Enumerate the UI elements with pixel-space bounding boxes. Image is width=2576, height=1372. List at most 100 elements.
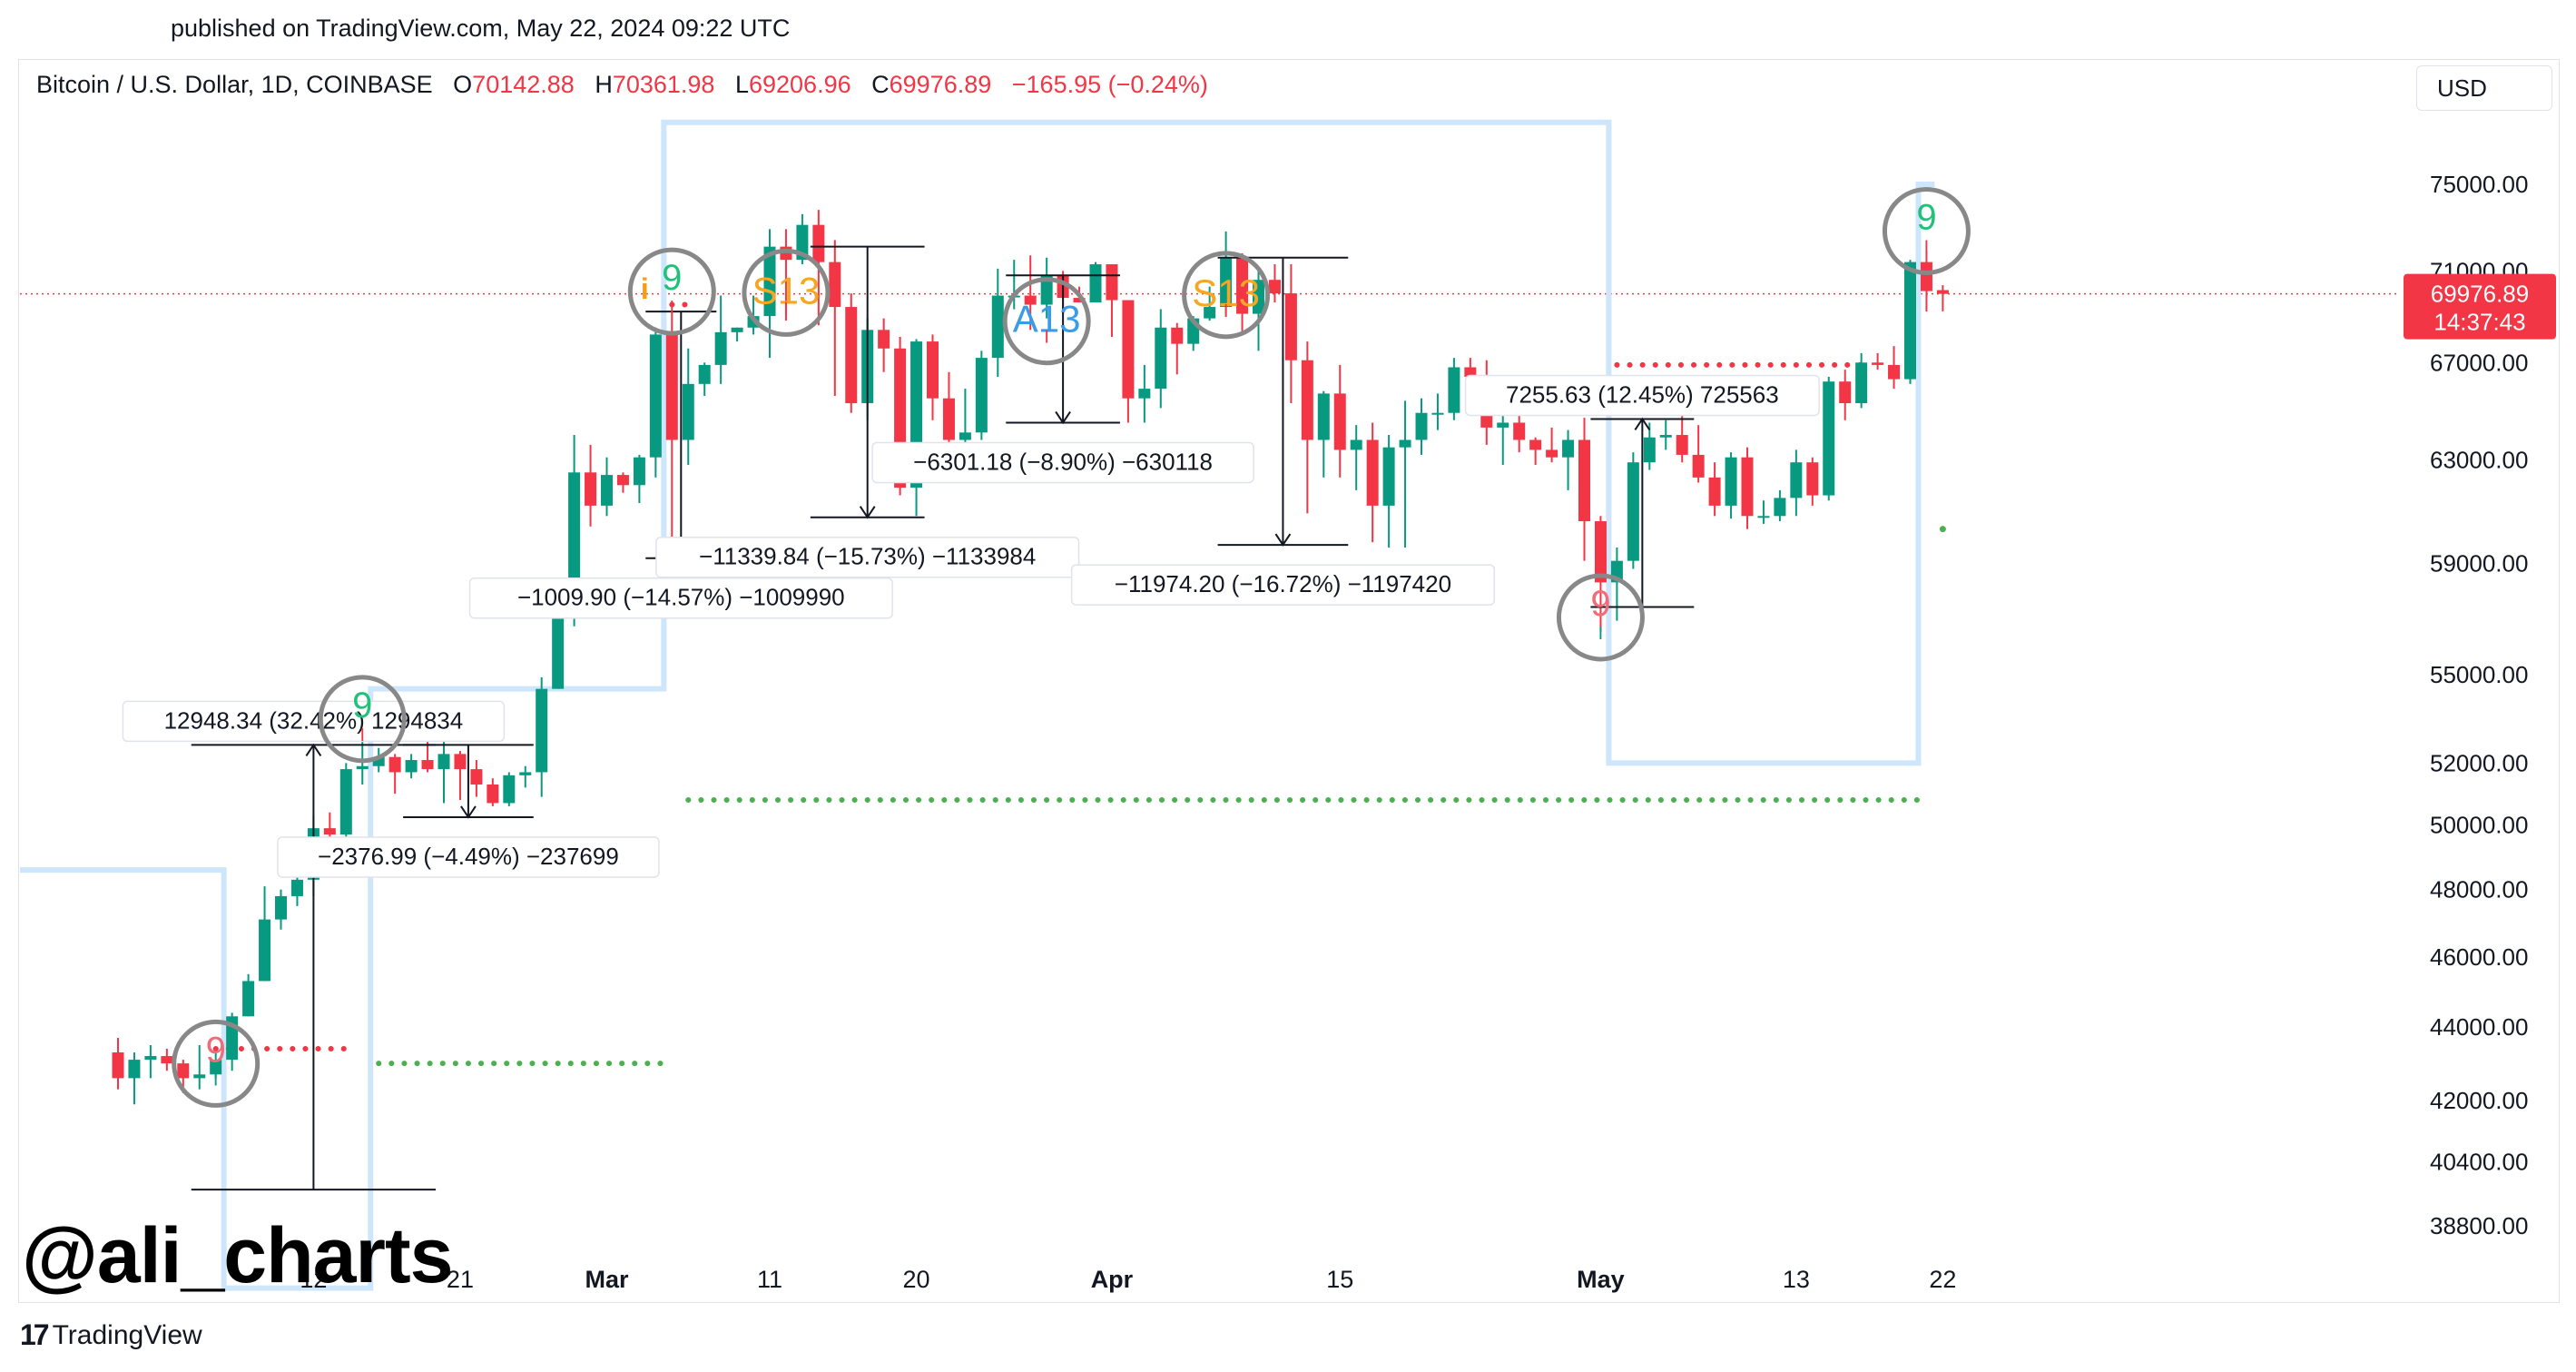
candle — [1431, 393, 1444, 430]
candle — [1236, 252, 1249, 335]
candle-body — [665, 334, 678, 440]
measure-arrow — [1274, 533, 1292, 547]
candle-body — [1774, 498, 1786, 517]
y-tick-label: 75000.00 — [2430, 171, 2528, 198]
candle-body — [1546, 449, 1558, 458]
countdown-value: 14:37:43 — [2433, 309, 2525, 336]
candle — [714, 295, 727, 384]
dot-levels-layer — [212, 301, 1946, 1067]
measure-label: −1009‎.90 (−14.57%) −1009990 — [517, 584, 845, 611]
x-tick-label: 21 — [447, 1266, 474, 1293]
high-value: 70361.98 — [612, 71, 715, 98]
candle-body — [552, 615, 565, 689]
tradingview-logo[interactable]: 17 TradingView — [20, 1318, 202, 1352]
marker-tick: I — [1224, 301, 1229, 321]
candle — [144, 1045, 157, 1079]
candle-body — [1692, 454, 1705, 478]
candle-body — [731, 327, 743, 332]
tradingview-logo-icon: 17 — [20, 1318, 50, 1351]
candle-body — [959, 432, 971, 440]
dot-level — [1939, 526, 1946, 533]
candle — [845, 293, 858, 413]
marker-ring — [1182, 251, 1271, 340]
candle — [161, 1049, 173, 1071]
candle — [1513, 415, 1526, 453]
candle-body — [1741, 457, 1754, 517]
setup-marker: 9I — [318, 675, 407, 764]
candle-body — [193, 1074, 206, 1079]
candle — [1171, 322, 1184, 375]
high-label: H — [595, 71, 613, 98]
candle-body — [177, 1063, 190, 1079]
y-tick-label: 59000.00 — [2430, 550, 2528, 577]
candle-body — [144, 1056, 157, 1061]
candle-body — [845, 307, 858, 404]
measure-label: −2376.99 (−4.49%) −237699 — [318, 843, 619, 870]
candle — [259, 886, 271, 982]
candle-body — [1089, 264, 1102, 303]
marker-tick: I — [1044, 328, 1049, 348]
candle — [242, 973, 255, 1017]
currency-selector[interactable]: USD — [2416, 65, 2552, 111]
symbol-header: Bitcoin / U.S. Dollar, 1D, COINBASE O701… — [36, 71, 1208, 99]
open-value: 70142.88 — [472, 71, 575, 98]
candle — [1725, 452, 1737, 519]
marker-tick: I — [359, 725, 365, 745]
candle — [487, 778, 499, 806]
candle-body — [470, 769, 483, 785]
marker-ring — [1882, 186, 1971, 275]
info-icon: i — [641, 272, 649, 305]
candle — [1089, 262, 1102, 303]
candle — [1790, 449, 1803, 517]
candle — [1284, 264, 1297, 404]
last-price-tag — [2404, 273, 2556, 340]
measure-arrow — [1055, 410, 1071, 425]
candle — [991, 268, 1004, 377]
candle — [1155, 309, 1167, 409]
candle — [633, 454, 645, 504]
candle-body — [1888, 364, 1901, 380]
candle — [470, 760, 483, 797]
y-tick-label: 50000.00 — [2430, 812, 2528, 839]
author-watermark: @ali_charts — [22, 1212, 453, 1299]
marker-label: 9 — [662, 258, 682, 298]
candle-body — [487, 784, 499, 804]
candle-body — [991, 295, 1004, 359]
candle — [1823, 376, 1835, 501]
measurements-layer: 12948.34 (32.42%) 1294834 −2376.99 (−4.49… — [122, 245, 1820, 1191]
low-value: 69206.96 — [748, 71, 851, 98]
candle — [1936, 285, 1949, 311]
candle — [1562, 429, 1575, 490]
symbol-name: Bitcoin / U.S. Dollar, 1D, COINBASE — [36, 71, 433, 98]
candle — [1253, 266, 1264, 351]
candle-body — [1415, 412, 1428, 440]
marker-ring — [172, 1019, 261, 1108]
measurement: −1009‎.90 (−14.57%) −1009990 — [468, 311, 893, 619]
candle — [1301, 341, 1313, 514]
marker-ring — [742, 248, 831, 337]
candle — [731, 327, 743, 342]
setup-marker: 9I — [1556, 573, 1645, 662]
measure-label-box — [122, 700, 506, 743]
setup-marker: 9I — [172, 1019, 261, 1108]
candle-body — [812, 224, 825, 262]
candle-body — [356, 765, 369, 770]
candle — [290, 873, 303, 906]
marker-tick: I — [783, 299, 789, 319]
candle-body — [1155, 327, 1167, 390]
marker-ring — [627, 247, 716, 336]
candle — [1122, 300, 1135, 423]
published-note: published on TradingView.com, May 22, 20… — [171, 15, 791, 42]
marker-label: S13 — [752, 269, 821, 311]
candle-body — [942, 398, 955, 440]
candle-body — [1920, 262, 1932, 291]
marker-ring — [1002, 277, 1091, 366]
x-tick-label: May — [1577, 1266, 1625, 1293]
measurement: 7255.63 (12.45%) 725563 — [1464, 374, 1820, 608]
candle-body — [454, 754, 467, 770]
candle — [682, 348, 694, 465]
candle — [601, 457, 613, 517]
